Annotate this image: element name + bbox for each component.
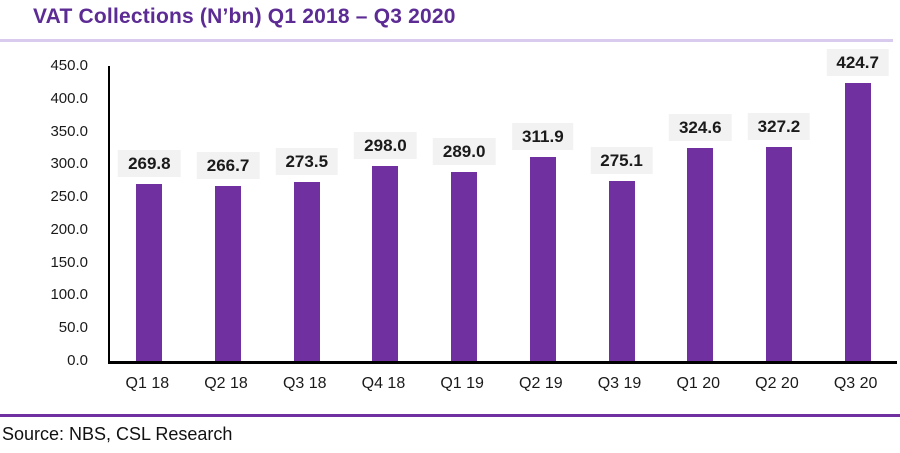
- title-underline: [0, 39, 893, 42]
- x-tick-label: Q3 19: [597, 375, 642, 392]
- x-tick-label: Q4 18: [361, 375, 406, 392]
- bar-value-label: 269.8: [118, 150, 181, 178]
- bar-q3-20: [844, 82, 871, 361]
- bar-value-label: 273.5: [275, 147, 339, 175]
- y-tick-label: 350.0: [50, 122, 88, 140]
- bar-q3-19: [608, 180, 635, 361]
- y-tick-label: 0.0: [67, 352, 88, 369]
- plot-area: 269.8 266.7 273.5 298.0 289.0 311.9 275.1 324.6…: [108, 48, 897, 364]
- x-tick-label: Q2 18: [204, 375, 248, 392]
- bar-value-label: 424.7: [826, 48, 889, 76]
- y-tick-label: 300.0: [50, 155, 88, 173]
- bar-value-label: 289.0: [432, 137, 496, 165]
- bar-value-label: 324.6: [668, 114, 732, 142]
- bar-value-label: 298.0: [354, 131, 417, 159]
- bar-q2-20: [765, 146, 792, 361]
- x-tick-label: Q3 18: [282, 375, 327, 392]
- y-tick-label: 150.0: [50, 253, 88, 271]
- bar-value-label: 275.1: [590, 146, 653, 174]
- bar-q3-18: [293, 181, 320, 361]
- y-tick-label: 250.0: [50, 188, 88, 206]
- y-tick-label: 200.0: [50, 220, 88, 238]
- chart-title: VAT Collections (N’bn) Q1 2018 – Q3 2020: [33, 5, 456, 28]
- source-note: Source: NBS, CSL Research: [2, 424, 233, 444]
- x-tick-label: Q1 20: [676, 375, 721, 392]
- x-tick-label: Q1 19: [440, 375, 484, 392]
- bar-q1-19: [451, 171, 478, 361]
- bar-q2-19: [529, 156, 556, 361]
- bar-q4-18: [372, 165, 399, 361]
- x-tick-label: Q1 18: [125, 375, 170, 392]
- footer-rule: [0, 414, 900, 417]
- bar-q1-20: [687, 148, 714, 361]
- bar-value-label: 311.9: [512, 122, 574, 150]
- bar-q1-18: [136, 184, 163, 361]
- y-tick-label: 50.0: [58, 319, 88, 337]
- x-tick-label: Q2 20: [755, 375, 799, 392]
- y-tick-label: 100.0: [50, 286, 88, 304]
- bar-q2-18: [215, 186, 242, 361]
- bar-value-label: 327.2: [747, 112, 811, 140]
- bar-value-label: 266.7: [196, 152, 260, 180]
- y-tick-label: 450.0: [50, 57, 88, 74]
- x-tick-label: Q2 19: [519, 375, 563, 392]
- x-tick-label: Q3 20: [833, 375, 878, 392]
- y-tick-label: 400.0: [50, 89, 88, 107]
